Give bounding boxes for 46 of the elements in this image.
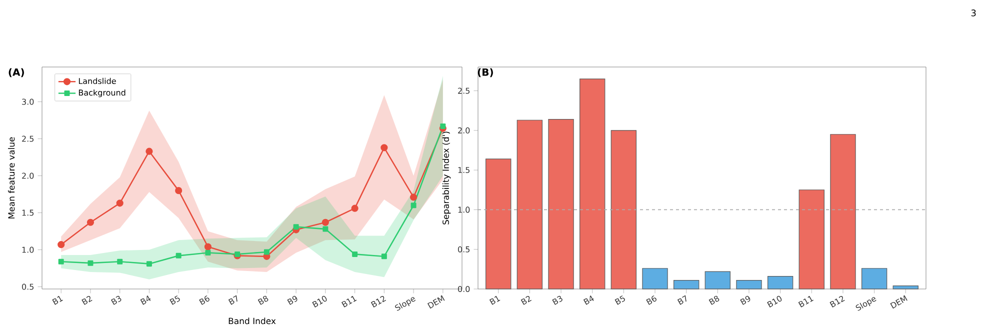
x-tick-label: B10 <box>767 296 782 308</box>
y-tick-label: 3.0 <box>22 98 34 105</box>
y-tick-label: 0.5 <box>458 246 470 252</box>
x-tick-label: B7 <box>677 295 686 305</box>
x-tick-label: B11 <box>798 296 814 308</box>
x-tick-label: B2 <box>520 296 532 305</box>
x-tick-label: B12 <box>830 296 845 308</box>
chart-title: (A) <box>8 68 24 78</box>
chart-title: (B) <box>478 68 493 78</box>
legend-label: Background <box>78 89 126 98</box>
x-tick-label: B10 <box>312 296 327 308</box>
y-axis-title: Mean feature value <box>8 137 15 218</box>
x-tick-label: B5 <box>614 295 625 305</box>
x-tick-label: B8 <box>258 296 268 305</box>
x-tick-label: B9 <box>287 296 298 305</box>
y-tick-label: 2.5 <box>458 88 470 94</box>
x-tick-label: B3 <box>110 296 122 305</box>
text: 3 <box>971 10 976 16</box>
y-tick-label: 0.5 <box>22 284 34 290</box>
y-tick-label: 1.5 <box>458 167 470 174</box>
legend-label: Landslide <box>78 78 116 84</box>
x-tick-label: B4 <box>583 296 594 305</box>
y-tick-label: 0.0 <box>458 286 470 292</box>
y-tick-label: 1.0 <box>458 206 470 213</box>
x-tick-label: B1 <box>52 296 63 305</box>
y-tick-label: 2.0 <box>458 127 470 134</box>
x-tick-label: B12 <box>370 296 386 308</box>
y-tick-label: 2.0 <box>22 172 34 179</box>
x-tick-label: DEM <box>427 295 445 309</box>
x-tick-label: DEM <box>890 295 908 309</box>
y-axis-title: Separability Index (d') <box>442 132 451 224</box>
x-tick-label: B11 <box>341 296 357 308</box>
x-tick-label: B6 <box>199 296 210 305</box>
x-tick-label: B3 <box>552 296 562 305</box>
x-tick-label: B9 <box>740 296 750 305</box>
x-tick-label: B2 <box>82 296 92 305</box>
x-tick-label: B5 <box>170 295 180 305</box>
y-tick-label: 2.5 <box>22 136 34 142</box>
x-tick-label: B4 <box>140 296 151 305</box>
y-tick-label: 1.0 <box>22 246 34 253</box>
x-tick-label: B8 <box>708 296 720 305</box>
x-tick-label: B1 <box>489 296 500 305</box>
x-tick-label: B7 <box>228 295 238 305</box>
y-tick-label: 1.5 <box>22 210 34 216</box>
x-tick-label: B6 <box>646 296 656 305</box>
x-axis-title: Band Index <box>228 318 276 324</box>
